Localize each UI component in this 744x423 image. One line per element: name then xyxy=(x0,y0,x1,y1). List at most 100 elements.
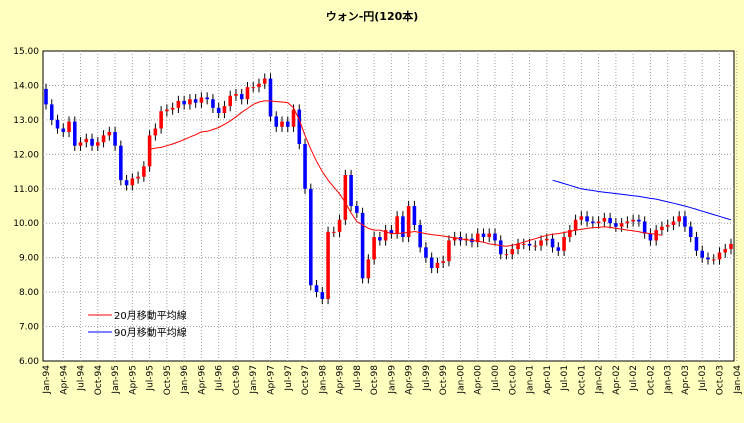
candle-body xyxy=(193,99,198,103)
y-tick-label: 9.00 xyxy=(19,254,39,264)
candle-body xyxy=(447,240,451,262)
x-tick-label: Jan-01 xyxy=(526,365,536,395)
candle-body xyxy=(67,121,71,132)
candle-body xyxy=(452,237,457,241)
candle-body xyxy=(424,247,428,258)
candle-body xyxy=(683,216,687,227)
x-tick-label: Jul-95 xyxy=(146,365,156,392)
candle-body xyxy=(435,262,440,268)
candle-body xyxy=(44,88,48,105)
candle-body xyxy=(147,135,152,167)
x-tick-label: Apr-02 xyxy=(612,365,622,395)
candle-body xyxy=(504,254,509,256)
x-tick-label: Oct-94 xyxy=(94,365,104,396)
x-tick-label: Apr-96 xyxy=(197,365,207,395)
candle-body xyxy=(136,176,140,179)
candle-body xyxy=(332,231,336,233)
candle-body xyxy=(585,216,589,222)
candle-body xyxy=(84,138,89,143)
candle-body xyxy=(337,219,342,232)
x-tick-label: Jul-99 xyxy=(422,365,432,392)
x-tick-label: Jul-01 xyxy=(560,365,570,392)
y-tick-label: 12.00 xyxy=(13,150,39,160)
y-tick-label: 10.00 xyxy=(13,219,39,229)
candle-body xyxy=(101,135,106,143)
candle-body xyxy=(326,231,330,299)
candle-body xyxy=(119,145,123,181)
candle-body xyxy=(355,206,359,213)
candle-body xyxy=(550,238,555,248)
x-tick-label: Jul-94 xyxy=(77,365,87,392)
legend: 20月移動平均線 90月移動平均線 xyxy=(88,309,187,339)
legend-ma90-label: 90月移動平均線 xyxy=(114,326,187,339)
candle-body xyxy=(498,240,503,255)
candle-body xyxy=(562,237,566,251)
candle-body xyxy=(729,243,733,250)
candle-body xyxy=(481,233,486,237)
candle-body xyxy=(711,259,716,261)
y-tick-label: 8.00 xyxy=(19,288,39,298)
candle-body xyxy=(383,230,388,241)
candle-body xyxy=(631,219,635,222)
candle-body xyxy=(723,249,728,253)
ma20-line xyxy=(149,100,662,247)
candle-body xyxy=(107,131,112,136)
candle-body xyxy=(406,206,411,237)
candle-body xyxy=(274,116,279,127)
x-tick-label: Jul-98 xyxy=(353,365,363,392)
candle-body xyxy=(665,224,670,227)
x-axis: Jan-94 Apr-94 Jul-94 Oct-94 Jan-95 Apr-95 Jul-… xyxy=(42,365,743,396)
x-tick-label: Jan-94 xyxy=(42,365,52,395)
candle-body xyxy=(395,216,399,234)
candle-body xyxy=(521,243,526,245)
candle-body xyxy=(360,212,365,279)
candle-body xyxy=(61,128,66,132)
candle-body xyxy=(510,249,515,255)
x-tick-label: Oct-02 xyxy=(646,365,656,395)
x-tick-label: Apr-01 xyxy=(543,365,553,395)
x-tick-label: Oct-96 xyxy=(232,365,242,396)
candle-body xyxy=(228,95,232,107)
candle-body xyxy=(96,142,100,146)
legend-ma20-label: 20月移動平均線 xyxy=(114,309,187,322)
x-tick-label: Jan-97 xyxy=(249,365,259,395)
candle-body xyxy=(234,94,238,96)
x-tick-label: Oct-98 xyxy=(370,365,380,396)
plot-area xyxy=(42,50,735,362)
x-tick-label: Oct-95 xyxy=(163,365,173,395)
candle-body xyxy=(72,121,77,146)
candle-body xyxy=(591,221,595,224)
candle-body xyxy=(527,243,532,246)
candle-body xyxy=(556,247,561,251)
candle-body xyxy=(349,175,353,206)
x-tick-label: Apr-98 xyxy=(336,365,346,395)
candle-body xyxy=(199,97,204,103)
candle-body xyxy=(113,131,117,146)
x-tick-label: Apr-97 xyxy=(266,365,276,395)
candle-body xyxy=(429,257,434,268)
candle-body xyxy=(211,99,215,108)
candle-body xyxy=(245,87,250,100)
candle-body xyxy=(637,219,641,222)
x-tick-label: Jan-03 xyxy=(664,365,674,395)
candle-body xyxy=(568,230,572,237)
x-tick-label: Jul-97 xyxy=(284,365,294,392)
candle-body xyxy=(545,238,549,241)
candle-body xyxy=(642,221,647,234)
chart-title: ウォン-円(120本) xyxy=(325,10,419,23)
candle-body xyxy=(343,175,348,220)
x-tick-label: Jan-96 xyxy=(180,365,190,395)
candle-body xyxy=(216,107,221,113)
x-tick-label: Jan-99 xyxy=(387,365,397,395)
candle-body xyxy=(285,121,290,127)
candle-body xyxy=(78,142,83,146)
candle-body xyxy=(130,178,135,186)
candle-body xyxy=(291,109,296,127)
candle-body xyxy=(539,240,543,246)
candle-body xyxy=(142,166,146,177)
x-tick-label: Apr-03 xyxy=(681,365,691,395)
y-tick-label: 6.00 xyxy=(19,357,39,367)
candle-body xyxy=(314,285,319,293)
candle-body xyxy=(182,100,186,105)
candle-body xyxy=(441,261,445,263)
